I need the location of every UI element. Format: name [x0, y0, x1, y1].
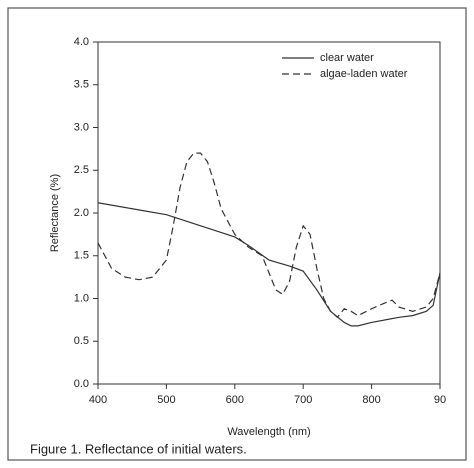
y-tick-label: 0.5 [74, 335, 89, 347]
y-tick-label: 1.5 [74, 250, 89, 262]
legend-label: clear water [320, 52, 374, 64]
x-tick-label: 600 [226, 394, 244, 406]
y-axis-label: Reflectance (%) [49, 174, 61, 252]
x-tick-label: 400 [89, 394, 107, 406]
legend-label: algae-laden water [320, 68, 408, 80]
y-tick-label: 2.0 [74, 207, 89, 219]
series-line [97, 152, 441, 319]
plot-frame [97, 41, 441, 385]
series-line [97, 202, 441, 327]
x-tick-label: 700 [294, 394, 312, 406]
y-tick-label: 4.0 [74, 36, 89, 48]
y-tick-label: 0.0 [74, 378, 89, 390]
x-tick-label: 800 [362, 394, 380, 406]
y-tick-label: 1.0 [74, 292, 89, 304]
caption: Figure 1. Reflectance of initial waters. [30, 441, 247, 456]
frame [7, 7, 467, 461]
y-tick-label: 3.5 [74, 79, 89, 91]
x-tick-label: 90 [434, 394, 446, 406]
y-tick-label: 3.0 [74, 121, 89, 133]
x-tick-label: 500 [157, 394, 175, 406]
x-axis-label: Wavelength (nm) [227, 426, 310, 438]
y-tick-label: 2.5 [74, 164, 89, 176]
